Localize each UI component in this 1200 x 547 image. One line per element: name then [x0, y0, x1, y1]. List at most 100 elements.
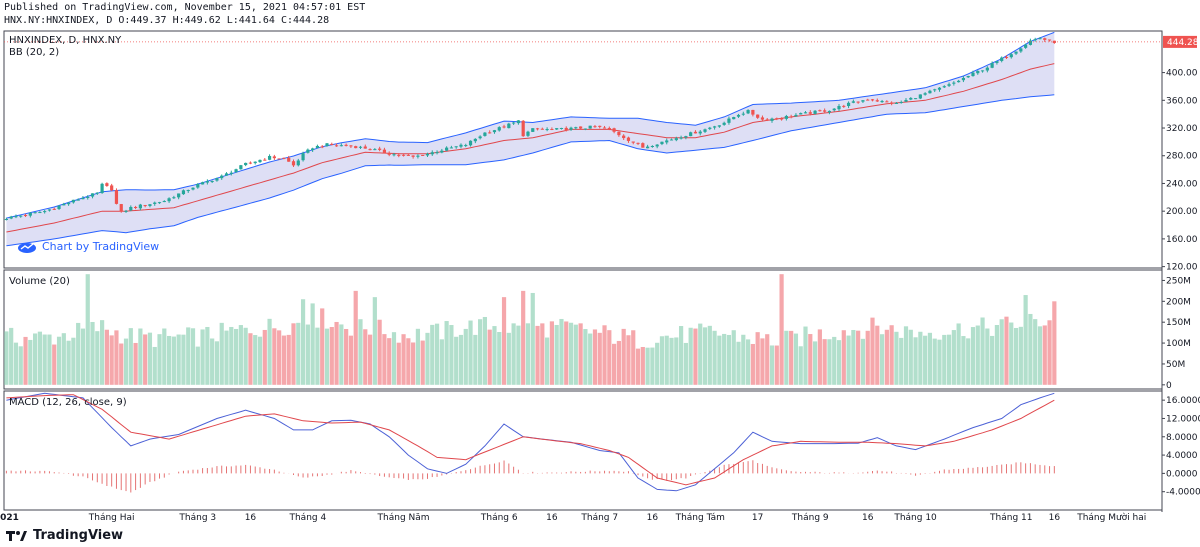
volume-bar — [344, 328, 349, 385]
volume-bar — [741, 334, 746, 385]
candle-body — [521, 120, 525, 137]
candle-body — [626, 137, 631, 141]
candle — [980, 70, 985, 73]
candle-body — [411, 155, 415, 157]
price-tick-label: 280.00 — [1166, 152, 1198, 162]
time-tick-label: Tháng 4 — [288, 513, 326, 523]
candle — [1004, 55, 1009, 59]
candle-body — [282, 157, 286, 159]
candle-body — [435, 152, 439, 154]
candle — [38, 211, 42, 214]
time-tick-label: 16 — [546, 513, 558, 523]
volume-tick-label: 0 — [1166, 381, 1172, 391]
volume-bar — [841, 330, 846, 385]
candle-body — [330, 143, 334, 145]
candle-body — [760, 117, 765, 120]
candle-body — [234, 169, 238, 173]
candle-body — [267, 155, 272, 160]
candle-body — [272, 156, 276, 159]
tradingview-watermark[interactable]: Chart by TradingView — [17, 240, 159, 253]
bb-lower-line — [6, 94, 1055, 247]
volume-bar — [95, 331, 100, 385]
candle-body — [741, 113, 745, 115]
candle-body — [837, 106, 841, 110]
candle-body — [923, 93, 927, 95]
footer-logo-text: TradingView — [33, 527, 124, 543]
candle — [378, 146, 382, 152]
bb-basis-line — [6, 63, 1055, 233]
volume-bar — [990, 335, 995, 385]
candle — [62, 202, 66, 206]
candle — [157, 201, 162, 204]
volume-bar — [554, 324, 559, 385]
time-tick-label: Tháng Mười hai — [1076, 512, 1146, 523]
candle-body — [818, 110, 822, 112]
candle-body — [320, 146, 324, 148]
volume-bar — [707, 325, 712, 385]
candle — [382, 147, 387, 154]
volume-bar — [597, 332, 602, 385]
candle — [784, 114, 788, 121]
candle — [531, 128, 535, 133]
volume-bar — [411, 342, 416, 385]
candle — [349, 145, 353, 149]
volume-bar — [4, 331, 9, 385]
candle-body — [177, 193, 181, 198]
candle — [287, 155, 291, 162]
candle-body — [57, 205, 61, 209]
volume-bar — [257, 336, 263, 385]
candle — [550, 127, 554, 131]
candle — [622, 134, 626, 140]
volume-bar — [530, 292, 535, 385]
volume-bar — [755, 332, 760, 385]
time-tick-label: 16 — [245, 513, 257, 523]
candle-body — [315, 145, 320, 148]
time-tick-label: 17 — [752, 513, 763, 523]
candle — [373, 148, 377, 151]
volume-tick-label: 50M — [1166, 360, 1185, 370]
candle — [708, 126, 712, 131]
volume-bar — [463, 328, 468, 385]
candle — [100, 182, 104, 194]
volume-bar — [128, 328, 133, 385]
bb-upper-line — [6, 31, 1055, 219]
volume-bar — [66, 340, 71, 385]
volume-bar — [999, 319, 1004, 385]
candle-body — [1014, 51, 1018, 54]
candle-body — [28, 212, 32, 216]
candle-body — [100, 183, 104, 194]
candle — [851, 99, 855, 104]
candle — [574, 126, 578, 130]
volume-bar — [932, 338, 937, 385]
volume-bar — [645, 347, 650, 385]
candle-body — [823, 110, 827, 112]
candle — [765, 117, 769, 122]
macd-pane: MACD (12, 26, close, 9) — [5, 392, 1055, 493]
candle — [1019, 47, 1023, 53]
price-legend-bb: BB (20, 2) — [9, 47, 59, 58]
candle-body — [880, 101, 884, 103]
candle — [507, 122, 511, 129]
macd-tick-label: 8.0000 — [1166, 433, 1198, 443]
candle-body — [368, 149, 372, 151]
volume-bar — [205, 326, 210, 385]
volume-bar — [559, 318, 564, 385]
candle — [631, 141, 635, 145]
volume-bar — [52, 344, 57, 385]
candle — [794, 113, 798, 117]
candle — [282, 157, 286, 160]
candle-body — [172, 197, 176, 199]
candle-body — [617, 131, 621, 136]
time-tick-label: Tháng 3 — [178, 513, 216, 523]
volume-bar — [545, 337, 550, 385]
volume-bar — [655, 342, 660, 385]
candle — [344, 143, 348, 147]
candle-body — [492, 130, 497, 133]
candle — [866, 98, 870, 101]
candle-body — [1038, 38, 1042, 40]
candle-body — [1024, 44, 1028, 48]
candle-body — [430, 152, 434, 155]
candle-body — [291, 161, 296, 166]
footer-brand[interactable]: TradingView — [6, 527, 124, 543]
